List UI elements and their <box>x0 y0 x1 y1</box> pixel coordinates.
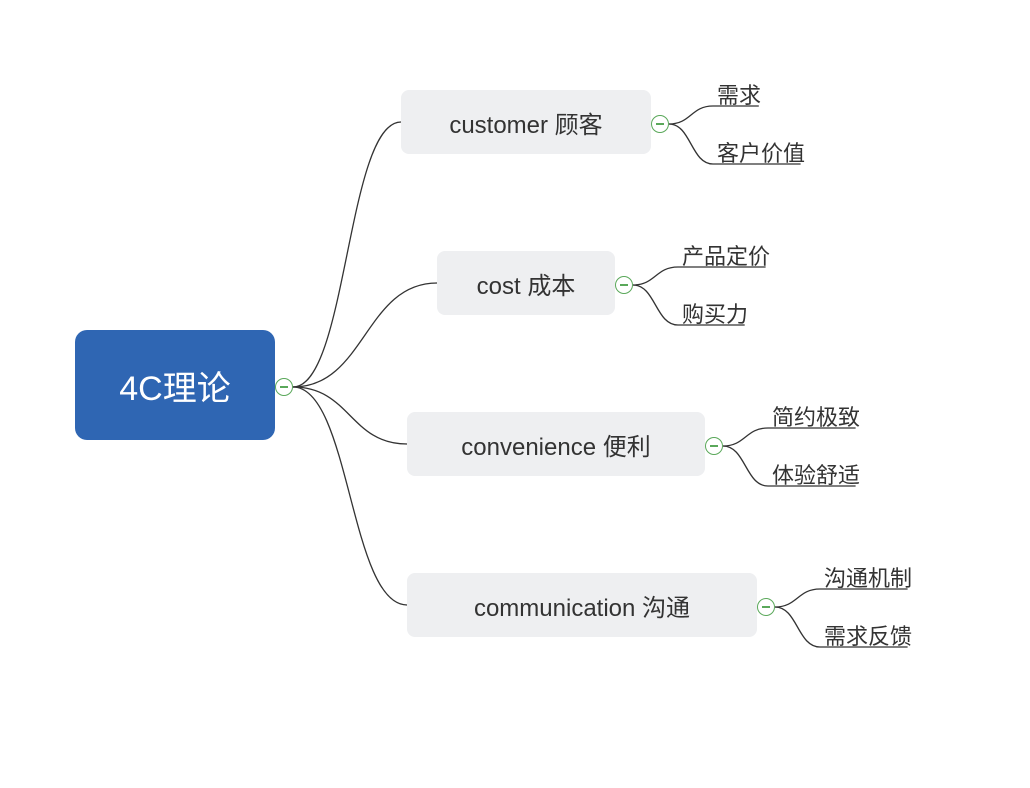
branch-communication-toggle[interactable] <box>757 598 775 616</box>
leaf-label: 体验舒适 <box>772 463 860 488</box>
root-node[interactable]: 4C理论 <box>75 330 275 440</box>
leaf-label: 需求反馈 <box>824 624 912 649</box>
branch-customer-toggle[interactable] <box>651 115 669 133</box>
branch-customer[interactable]: customer 顾客 <box>401 90 651 154</box>
branch-label: communication 沟通 <box>474 588 690 623</box>
leaf-node[interactable]: 需求 <box>717 78 761 110</box>
leaf-label: 需求 <box>717 83 761 108</box>
leaf-node[interactable]: 体验舒适 <box>772 458 860 490</box>
branch-convenience[interactable]: convenience 便利 <box>407 412 705 476</box>
root-toggle[interactable] <box>275 378 293 396</box>
leaf-node[interactable]: 沟通机制 <box>824 561 912 593</box>
mindmap-canvas: 4C理论 customer 顾客 需求 客户价值 cost 成本 产品定价 购买… <box>0 0 1030 788</box>
branch-label: convenience 便利 <box>461 427 650 462</box>
leaf-label: 购买力 <box>682 302 748 327</box>
leaf-label: 沟通机制 <box>824 566 912 591</box>
branch-label: customer 顾客 <box>449 105 602 140</box>
branch-convenience-toggle[interactable] <box>705 437 723 455</box>
leaf-node[interactable]: 客户价值 <box>717 136 805 168</box>
leaf-node[interactable]: 产品定价 <box>682 239 770 271</box>
leaf-node[interactable]: 需求反馈 <box>824 619 912 651</box>
leaf-node[interactable]: 购买力 <box>682 297 748 329</box>
root-label: 4C理论 <box>119 361 230 410</box>
leaf-label: 简约极致 <box>772 405 860 430</box>
leaf-label: 产品定价 <box>682 244 770 269</box>
branch-cost-toggle[interactable] <box>615 276 633 294</box>
leaf-label: 客户价值 <box>717 141 805 166</box>
branch-communication[interactable]: communication 沟通 <box>407 573 757 637</box>
branch-label: cost 成本 <box>477 266 576 301</box>
branch-cost[interactable]: cost 成本 <box>437 251 615 315</box>
leaf-node[interactable]: 简约极致 <box>772 400 860 432</box>
